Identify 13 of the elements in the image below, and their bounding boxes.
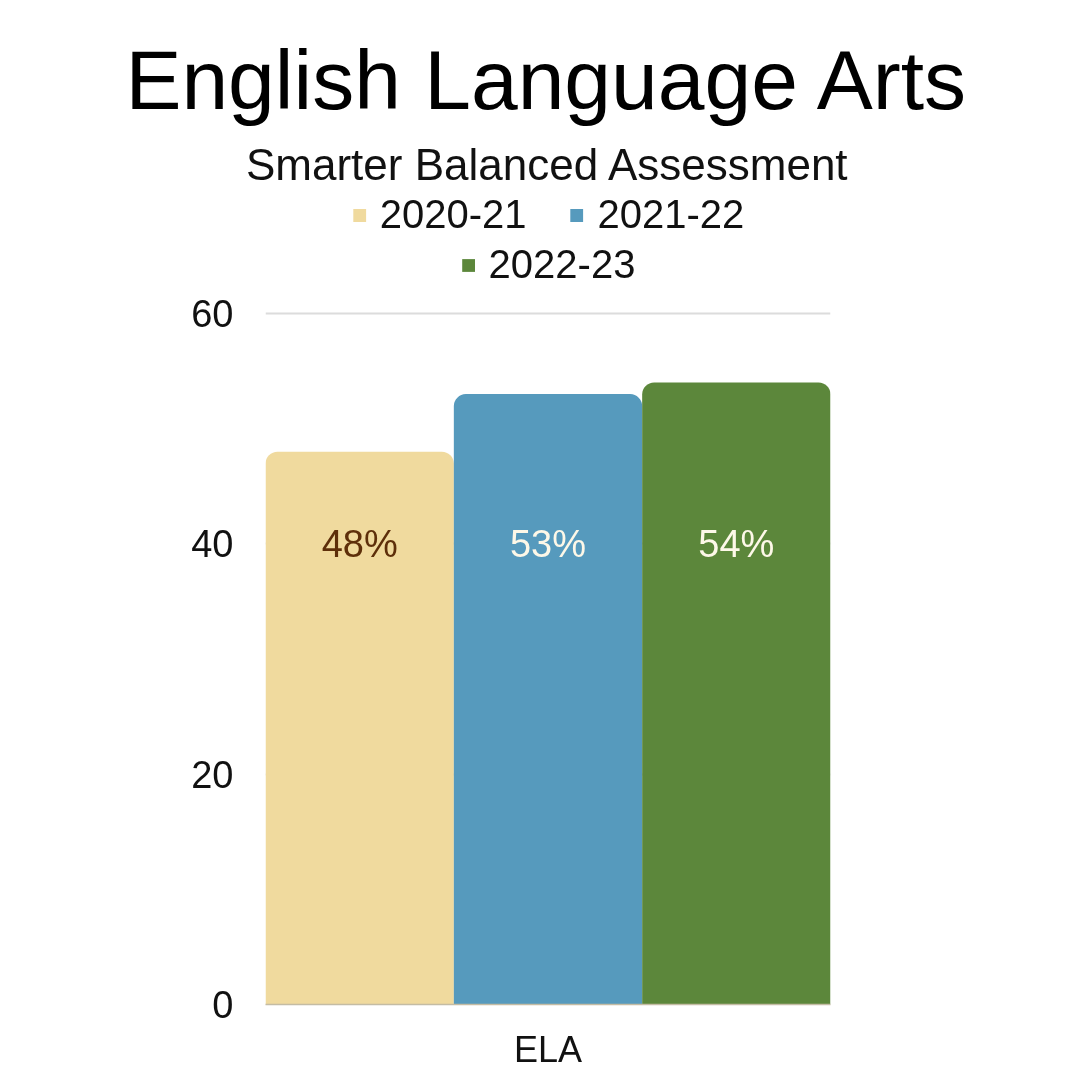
legend-label: 2020-21 xyxy=(379,192,527,237)
chart-subtitle: Smarter Balanced Assessment xyxy=(245,139,848,189)
legend-label: 2021-22 xyxy=(597,192,745,237)
data-label: 53% xyxy=(509,522,587,565)
y-tick-label: 40 xyxy=(191,523,234,566)
chart-title: English Language Arts xyxy=(125,32,966,127)
y-tick-label: 20 xyxy=(191,753,234,796)
legend-label: 2022-23 xyxy=(488,242,636,287)
y-tick-label: 60 xyxy=(191,293,234,335)
data-label: 54% xyxy=(698,522,775,565)
x-tick-label: ELA xyxy=(513,1028,583,1070)
data-label: 48% xyxy=(321,522,398,565)
y-tick-label: 0 xyxy=(212,984,234,1026)
